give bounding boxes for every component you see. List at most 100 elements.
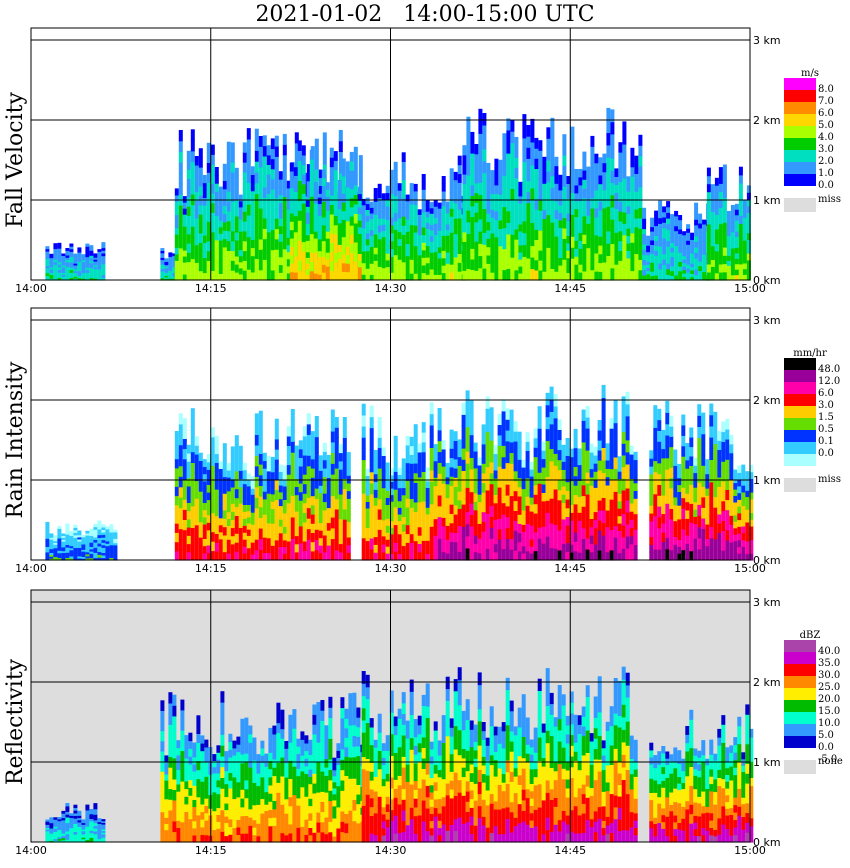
heatmap-cell — [722, 164, 727, 174]
heatmap-cell — [538, 240, 543, 251]
heatmap-cell — [97, 273, 102, 277]
heatmap-cell — [685, 543, 690, 553]
heatmap-cell — [577, 480, 582, 489]
heatmap-cell — [258, 517, 263, 529]
heatmap-cell — [230, 142, 235, 153]
heatmap-cell — [198, 167, 203, 177]
heatmap-cell — [274, 197, 279, 209]
heatmap-cell — [498, 262, 503, 272]
heatmap-cell — [445, 525, 450, 533]
heatmap-cell — [113, 529, 118, 533]
heatmap-cell — [85, 254, 90, 258]
heatmap-cell — [730, 237, 735, 244]
heatmap-cell — [174, 449, 179, 460]
heatmap-cell — [666, 274, 671, 281]
heatmap-cell — [174, 188, 179, 196]
heatmap-cell — [174, 253, 179, 261]
heatmap-cell — [69, 533, 74, 536]
heatmap-cell — [178, 237, 183, 249]
heatmap-cell — [65, 803, 70, 807]
heatmap-cell — [254, 444, 259, 456]
heatmap-cell — [713, 432, 718, 445]
heatmap-cell — [601, 484, 606, 498]
heatmap-cell — [742, 251, 747, 258]
heatmap-cell — [357, 240, 362, 248]
heatmap-cell — [206, 491, 211, 501]
heatmap-cell — [53, 833, 58, 836]
heatmap-cell — [349, 252, 354, 263]
heatmap-cell — [53, 556, 58, 559]
heatmap-cell — [681, 528, 686, 540]
heatmap-cell — [61, 268, 66, 272]
heatmap-cell — [61, 253, 66, 256]
heatmap-cell — [417, 510, 422, 519]
heatmap-cell — [329, 251, 334, 262]
heatmap-cell — [466, 175, 471, 188]
heatmap-cell — [622, 132, 627, 145]
heatmap-cell — [186, 206, 191, 216]
heatmap-cell — [541, 500, 546, 510]
heatmap-cell — [589, 526, 594, 536]
heatmap-cell — [530, 118, 535, 131]
heatmap-cell — [317, 268, 322, 275]
heatmap-cell — [713, 411, 718, 423]
heatmap-cell — [226, 470, 231, 478]
heatmap-cell — [397, 210, 402, 219]
heatmap-cell — [298, 534, 303, 544]
heatmap-cell — [361, 210, 366, 217]
heatmap-cell — [633, 490, 638, 499]
heatmap-cell — [469, 525, 474, 538]
heatmap-cell — [449, 522, 454, 533]
heatmap-cell — [168, 264, 173, 267]
heatmap-cell — [97, 528, 102, 533]
heatmap-cell — [453, 449, 458, 460]
heatmap-cell — [662, 216, 667, 223]
heatmap-cell — [160, 255, 165, 258]
heatmap-cell — [105, 536, 110, 539]
heatmap-cell — [294, 486, 299, 496]
heatmap-cell — [361, 198, 366, 206]
heatmap-cell — [677, 525, 682, 534]
heatmap-cell — [326, 515, 331, 524]
heatmap-cell — [81, 276, 86, 279]
heatmap-cell — [674, 260, 679, 266]
heatmap-cell — [553, 548, 558, 561]
heatmap-cell — [685, 484, 690, 494]
heatmap-cell — [286, 216, 291, 224]
heatmap-cell — [301, 260, 306, 271]
heatmap-cell — [690, 232, 695, 237]
heatmap-cell — [322, 442, 327, 452]
heatmap-cell — [457, 209, 462, 219]
heatmap-cell — [409, 259, 414, 267]
heatmap-cell — [469, 514, 474, 527]
heatmap-cell — [202, 552, 207, 561]
heatmap-cell — [621, 525, 626, 538]
heatmap-cell — [401, 472, 406, 481]
heatmap-cell — [617, 523, 622, 531]
heatmap-cell — [238, 511, 243, 520]
heatmap-cell — [357, 200, 362, 208]
heatmap-cell — [242, 142, 247, 153]
heatmap-cell — [541, 458, 546, 468]
heatmap-cell — [558, 265, 563, 274]
heatmap-cell — [113, 553, 118, 557]
heatmap-cell — [45, 521, 50, 526]
heatmap-cell — [465, 511, 470, 525]
heatmap-cell — [541, 450, 546, 460]
heatmap-cell — [294, 535, 299, 545]
heatmap-cell — [306, 518, 311, 530]
heatmap-cell — [190, 549, 195, 561]
heatmap-cell — [537, 439, 542, 451]
heatmap-cell — [582, 179, 587, 189]
heatmap-cell — [693, 494, 698, 503]
heatmap-cell — [401, 538, 406, 547]
heatmap-cell — [218, 193, 223, 201]
heatmap-cell — [573, 438, 578, 449]
heatmap-cell — [346, 459, 351, 469]
heatmap-cell — [381, 273, 386, 281]
heatmap-cell — [417, 229, 422, 236]
heatmap-cell — [665, 480, 670, 493]
heatmap-cell — [746, 246, 751, 254]
heatmap-cell — [210, 522, 215, 533]
heatmap-cell — [577, 448, 582, 458]
